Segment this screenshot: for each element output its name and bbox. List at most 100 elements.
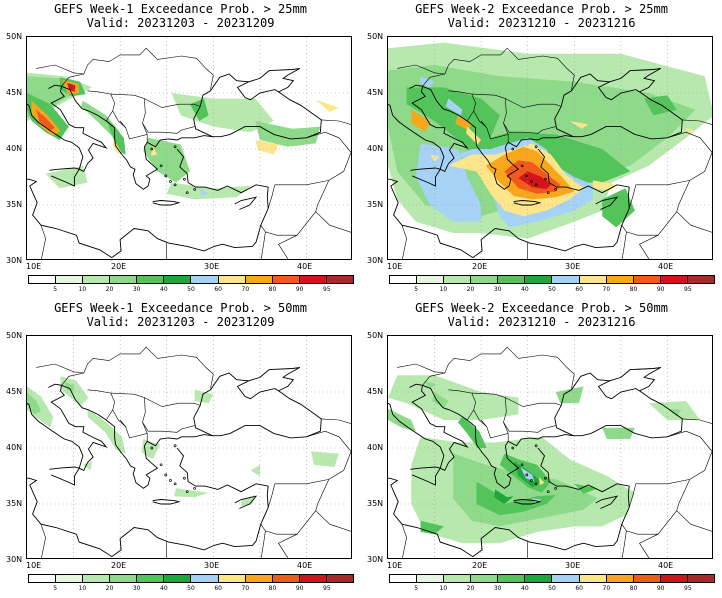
- colorbar-swatch: [83, 575, 111, 582]
- longitude-label: 20E: [472, 561, 488, 570]
- probability-contour: [60, 376, 89, 406]
- colorbar-swatch: [326, 276, 353, 283]
- country-border: [87, 389, 115, 421]
- colorbar-swatch: [444, 575, 472, 582]
- country-border: [61, 346, 214, 389]
- colorbar-label: 80: [629, 286, 638, 293]
- latitude-label: 45N: [367, 387, 384, 396]
- island: [546, 490, 550, 494]
- country-border: [260, 479, 330, 535]
- country-border: [274, 430, 351, 485]
- island: [511, 147, 515, 151]
- coastline: [388, 383, 469, 472]
- probability-contour: [574, 483, 598, 494]
- colorbar-label: 30: [493, 585, 502, 592]
- colorbar-swatch: [660, 276, 688, 283]
- country-border: [628, 483, 637, 508]
- colorbar-swatch: [390, 276, 418, 283]
- colorbar-swatch: [606, 575, 634, 582]
- coastline: [152, 200, 181, 206]
- coastline: [410, 167, 441, 187]
- island: [169, 479, 172, 482]
- colorbar-swatch: [326, 575, 353, 582]
- colorbar-label: 50: [548, 286, 556, 293]
- island: [173, 183, 177, 187]
- colorbar-swatch: [29, 276, 57, 283]
- probability-contour: [569, 121, 589, 129]
- country-border: [267, 483, 276, 508]
- colorbar-swatch: [417, 575, 445, 582]
- probability-map: [26, 335, 352, 559]
- country-border: [144, 98, 201, 108]
- probability-contour: [431, 392, 449, 408]
- country-border: [480, 120, 487, 128]
- probability-contour: [419, 76, 435, 88]
- country-border: [505, 397, 562, 407]
- probability-contour: [64, 381, 74, 392]
- colorbar-swatch: [579, 276, 607, 283]
- country-border: [40, 524, 46, 558]
- longitude-label: 20E: [111, 262, 127, 271]
- country-border: [87, 90, 115, 122]
- coastline: [554, 372, 610, 437]
- country-border: [61, 47, 214, 90]
- colorbar-swatch: [687, 276, 714, 283]
- colorbar-swatch: [218, 276, 246, 283]
- longitude-label: 10E: [387, 262, 403, 271]
- colorbar-swatch: [498, 575, 526, 582]
- island: [169, 180, 172, 183]
- island: [159, 164, 163, 168]
- country-border: [274, 131, 351, 186]
- panel-title: GEFS Week-2 Exceedance Prob. > 50mm: [415, 301, 668, 315]
- probability-map: [387, 36, 713, 260]
- country-border: [401, 225, 407, 259]
- longitude-label: 10E: [26, 262, 42, 271]
- probability-contour: [415, 143, 482, 222]
- probability-contour: [686, 127, 696, 135]
- colorbar-swatch: [417, 276, 445, 283]
- island: [534, 183, 538, 187]
- colorbar-swatch: [191, 575, 219, 582]
- colorbar-swatch: [687, 575, 714, 582]
- country-border: [471, 392, 509, 439]
- coastline: [193, 372, 249, 437]
- latitude-label: 35N: [6, 499, 23, 508]
- coastline: [422, 366, 683, 489]
- map-canvas: [388, 336, 712, 558]
- coastline: [234, 196, 258, 210]
- probability-contour: [466, 126, 482, 145]
- country-border: [621, 231, 627, 259]
- probability-contour: [27, 386, 54, 428]
- coastline: [422, 67, 683, 190]
- island: [173, 145, 177, 149]
- colorbar-swatch: [660, 575, 688, 582]
- country-border: [676, 211, 712, 233]
- colorbar-swatch: [606, 276, 634, 283]
- latitude-label: 30N: [6, 256, 23, 265]
- island: [530, 180, 533, 183]
- country-border: [321, 119, 351, 125]
- country-border: [315, 211, 351, 233]
- country-border: [621, 530, 627, 558]
- probability-contour: [190, 98, 209, 121]
- latitude-label: 35N: [6, 200, 23, 209]
- colorbar-swatch: [633, 276, 661, 283]
- coastline: [152, 499, 181, 505]
- colorbar-label: 80: [268, 585, 277, 592]
- colorbar-label: 5: [414, 585, 419, 592]
- colorbar-swatch: [245, 276, 273, 283]
- latitude-label: 45N: [6, 88, 23, 97]
- colorbar-labels: 5 10 20 30 40 50 60 70 80 90 95: [389, 286, 715, 295]
- colorbar-swatch: [633, 575, 661, 582]
- probability-contour: [494, 489, 514, 504]
- colorbar-label: 5: [414, 286, 419, 293]
- island: [525, 174, 529, 178]
- colorbar-label: 90: [656, 585, 665, 592]
- coastline: [410, 466, 441, 486]
- coastline: [595, 196, 619, 210]
- colorbar-label: 10: [78, 286, 87, 293]
- coastline: [554, 73, 610, 138]
- latitude-label: 50N: [6, 32, 23, 41]
- island: [534, 482, 538, 486]
- island: [546, 191, 550, 195]
